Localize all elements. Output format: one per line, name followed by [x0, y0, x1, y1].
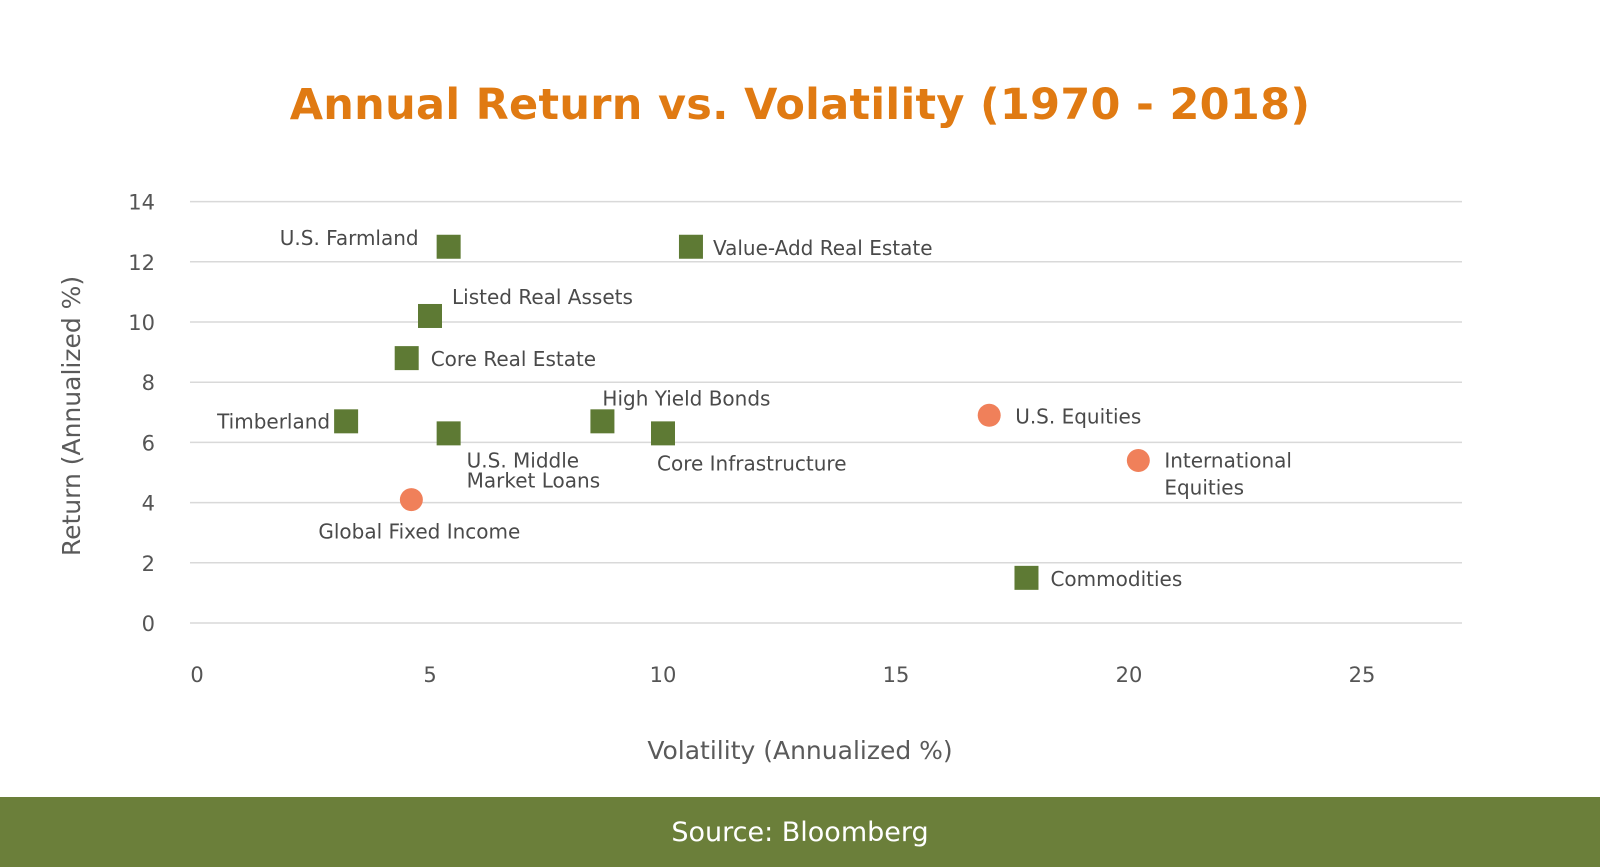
label-value-add-real-estate: Value-Add Real Estate	[713, 236, 933, 260]
scatter-chart: 0 2 4 6 8 10 12 14 0 5 10 15 20 25 U.S. Farmland Valu…	[57, 191, 1462, 765]
point-core-real-estate	[394, 346, 419, 371]
source-note: Source: Bloomberg	[671, 816, 929, 848]
point-core-infrastructure	[651, 421, 675, 446]
point-u-s-middle-market-loans	[436, 421, 461, 446]
point-value-add-real-estate	[678, 234, 703, 259]
point-commodities	[1014, 565, 1039, 590]
label-core-infrastructure: Core Infrastructure	[657, 451, 847, 475]
x-tick-25: 25	[1349, 663, 1376, 687]
label-u-s-farmland: U.S. Farmland	[280, 226, 419, 250]
y-tick-0: 0	[142, 612, 155, 636]
label-u-s-middle-market-loans: U.S. Middle Market Loans	[467, 448, 601, 492]
y-axis-title: Return (Annualized %)	[57, 276, 86, 556]
y-tick-2: 2	[142, 552, 155, 576]
point-international-equities	[1126, 448, 1150, 472]
y-tick-8: 8	[142, 371, 155, 395]
point-u-s-farmland	[436, 234, 461, 259]
x-tick-15: 15	[883, 663, 910, 687]
y-tick-6: 6	[142, 431, 155, 455]
footer-bar: Source: Bloomberg	[0, 797, 1600, 867]
label-international-equities: International Equities	[1164, 448, 1292, 499]
label-commodities: Commodities	[1050, 567, 1182, 591]
label-core-real-estate: Core Real Estate	[431, 347, 596, 371]
point-u-s-equities	[977, 403, 1001, 427]
x-tick-20: 20	[1116, 663, 1143, 687]
label-high-yield-bonds: High Yield Bonds	[602, 386, 770, 410]
x-tick-5: 5	[423, 663, 436, 687]
label-timberland: Timberland	[216, 409, 330, 433]
x-tick-0: 0	[190, 663, 203, 687]
x-axis-title: Volatility (Annualized %)	[647, 736, 952, 765]
gridlines	[190, 200, 1462, 624]
point-labels: U.S. Farmland Value-Add Real Estate Listed…	[216, 226, 1292, 591]
point-listed-real-assets	[418, 303, 442, 328]
point-global-fixed-income	[399, 488, 423, 512]
x-tick-10: 10	[650, 663, 677, 687]
chart-title: Annual Return vs. Volatility (1970 - 201…	[289, 80, 1311, 130]
x-axis-ticks: 0 5 10 15 20 25	[190, 663, 1375, 687]
point-timberland	[334, 409, 359, 434]
label-listed-real-assets: Listed Real Assets	[452, 285, 633, 309]
y-tick-12: 12	[128, 251, 155, 275]
data-points	[334, 234, 1150, 590]
label-global-fixed-income: Global Fixed Income	[318, 520, 520, 544]
y-axis-ticks: 0 2 4 6 8 10 12 14	[128, 191, 155, 636]
point-high-yield-bonds	[590, 409, 615, 434]
y-tick-4: 4	[142, 492, 155, 516]
y-tick-14: 14	[128, 191, 155, 215]
label-u-s-equities: U.S. Equities	[1015, 404, 1141, 428]
y-tick-10: 10	[128, 311, 155, 335]
